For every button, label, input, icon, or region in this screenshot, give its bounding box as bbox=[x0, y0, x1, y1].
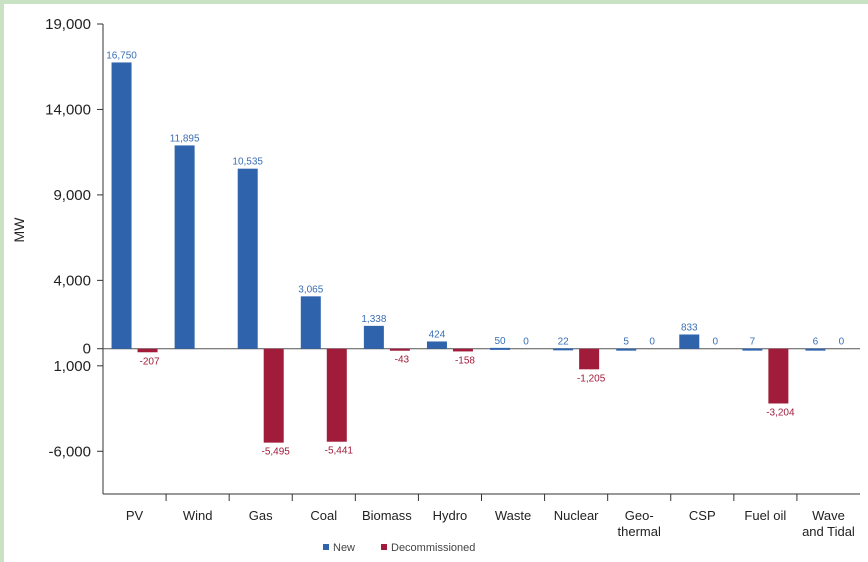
bar-new-1 bbox=[174, 145, 195, 349]
y-tick-label: 9,000 bbox=[53, 187, 91, 204]
bar-new-5 bbox=[426, 341, 447, 349]
data-label-new: 50 bbox=[494, 336, 506, 347]
data-label-decommissioned: -5,441 bbox=[325, 446, 354, 457]
bar-new-7 bbox=[553, 348, 574, 351]
category-label: thermal bbox=[618, 524, 661, 539]
category-label: Coal bbox=[310, 508, 337, 523]
bar-decommissioned-0 bbox=[137, 348, 158, 353]
category-label: Biomass bbox=[362, 508, 412, 523]
category-label: Wave bbox=[812, 508, 845, 523]
data-label-decommissioned: 0 bbox=[523, 337, 529, 348]
bar-new-11 bbox=[805, 348, 826, 351]
category-label: Geo- bbox=[625, 508, 654, 523]
data-label-new: 22 bbox=[558, 336, 570, 347]
bar-decommissioned-3 bbox=[326, 348, 347, 442]
data-label-new: 10,535 bbox=[232, 157, 263, 168]
legend-label-decommissioned: Decommissioned bbox=[391, 542, 475, 554]
data-label-new: 6 bbox=[813, 337, 819, 348]
data-label-decommissioned: 0 bbox=[649, 337, 655, 348]
y-axis-title: MW bbox=[11, 217, 27, 243]
category-label: CSP bbox=[689, 508, 716, 523]
y-tick-label: 0 bbox=[83, 341, 91, 358]
category-label: Fuel oil bbox=[744, 508, 786, 523]
category-label: PV bbox=[126, 508, 144, 523]
y-tick-label: 19,000 bbox=[45, 16, 91, 33]
legend-swatch-new bbox=[323, 544, 329, 550]
bar-new-0 bbox=[111, 62, 132, 349]
y-tick-label: 14,000 bbox=[45, 101, 91, 118]
bar-decommissioned-7 bbox=[579, 348, 600, 370]
data-label-new: 7 bbox=[750, 337, 756, 348]
data-label-decommissioned: 0 bbox=[839, 337, 845, 348]
data-label-decommissioned: -207 bbox=[140, 356, 160, 367]
data-label-decommissioned: -158 bbox=[455, 355, 475, 366]
legend-label-new: New bbox=[333, 542, 355, 554]
data-label-new: 1,338 bbox=[361, 314, 386, 325]
bar-new-3 bbox=[300, 296, 321, 349]
data-label-new: 16,750 bbox=[106, 50, 137, 61]
bar-new-6 bbox=[490, 347, 511, 350]
data-label-new: 11,895 bbox=[170, 133, 200, 144]
category-label: Nuclear bbox=[554, 508, 599, 523]
bar-new-10 bbox=[742, 348, 763, 351]
bar-decommissioned-10 bbox=[768, 348, 789, 404]
category-label: Wind bbox=[183, 508, 213, 523]
legend-swatch-decommissioned bbox=[381, 544, 387, 550]
data-label-new: 424 bbox=[429, 329, 446, 340]
bar-new-8 bbox=[616, 348, 637, 351]
chart-frame bbox=[4, 4, 868, 562]
bar-new-4 bbox=[363, 325, 384, 349]
data-label-decommissioned: -3,204 bbox=[766, 407, 795, 418]
category-label: and Tidal bbox=[802, 524, 855, 539]
bar-decommissioned-4 bbox=[389, 348, 410, 351]
data-label-decommissioned: -1,205 bbox=[577, 373, 606, 384]
data-label-new: 833 bbox=[681, 322, 698, 333]
y-tick-label: 1,000 bbox=[53, 358, 91, 375]
bar-new-2 bbox=[237, 168, 258, 349]
bar-new-9 bbox=[679, 334, 700, 349]
y-tick-label: -6,000 bbox=[48, 443, 91, 460]
category-label: Gas bbox=[249, 508, 273, 523]
category-label: Hydro bbox=[433, 508, 468, 523]
bar-decommissioned-5 bbox=[452, 348, 473, 352]
data-label-decommissioned: 0 bbox=[713, 337, 719, 348]
bar-decommissioned-2 bbox=[263, 348, 284, 443]
data-label-decommissioned: -43 bbox=[395, 355, 410, 366]
category-label: Waste bbox=[495, 508, 531, 523]
data-label-new: 5 bbox=[623, 337, 629, 348]
data-label-decommissioned: -5,495 bbox=[262, 447, 291, 458]
y-tick-label: 4,000 bbox=[53, 272, 91, 289]
data-label-new: 3,065 bbox=[298, 284, 323, 295]
